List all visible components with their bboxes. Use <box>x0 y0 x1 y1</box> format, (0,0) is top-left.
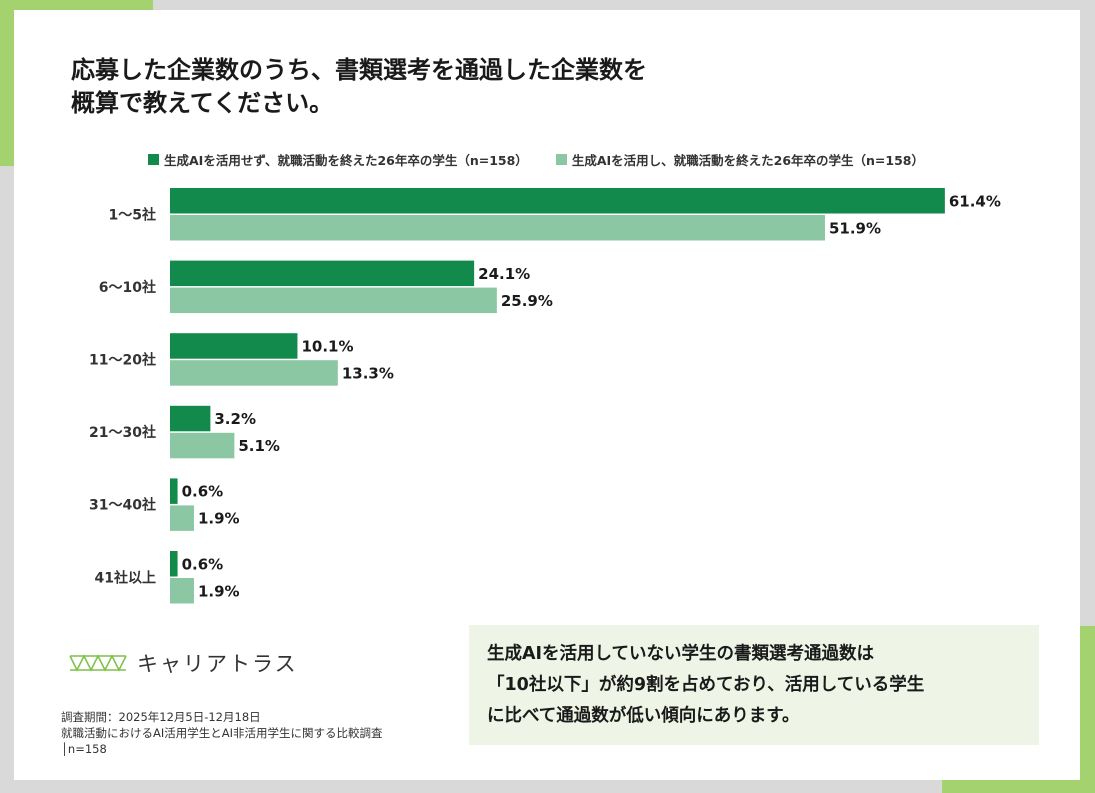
category-label: 21〜30社 <box>89 424 156 441</box>
content-card: 応募した企業数のうち、書類選考を通過した企業数を 概算で教えてください。 生成A… <box>14 10 1080 780</box>
chart-title-line-2: 概算で教えてください。 <box>71 89 334 117</box>
footnote-period: 調査期間：2025年12月5日-12月18日 <box>61 710 261 724</box>
data-label: 5.1% <box>238 437 280 455</box>
bar-no-ai <box>170 260 475 287</box>
summary-box: 生成AIを活用していない学生の書類選考通過数は 「10社以下」が約9割を占めてお… <box>469 625 1039 745</box>
bar-no-ai <box>170 333 298 359</box>
bar-ai <box>170 287 497 314</box>
legend-swatch-no-ai <box>148 154 159 165</box>
data-label: 61.4% <box>949 192 1001 210</box>
legend-item-no-ai: 生成AIを活用せず、就職活動を終えた26年卒の学生（n=158） <box>148 150 528 169</box>
corner-accent-bottom-right-vertical <box>1080 626 1095 793</box>
bar-no-ai <box>170 188 945 214</box>
brand-name: キャリアトラス <box>137 652 298 676</box>
category-label: 1〜5社 <box>109 206 156 223</box>
category-label: 31〜40社 <box>89 497 156 514</box>
bar-ai <box>170 360 338 386</box>
summary-line-1: 生成AIを活用していない学生の書類選考通過数は <box>487 644 875 664</box>
bar-ai <box>170 578 194 604</box>
footnote-survey-name: 就職活動におけるAI活用学生とAI非活用学生に関する比較調査 <box>61 726 383 740</box>
bar-no-ai <box>170 405 211 432</box>
survey-footnote: 調査期間：2025年12月5日-12月18日 就職活動におけるAI活用学生とAI… <box>61 709 383 757</box>
data-label: 0.6% <box>182 555 224 573</box>
corner-accent-top-left-horizontal <box>0 0 153 10</box>
category-label: 6〜10社 <box>99 279 156 296</box>
legend-label-no-ai: 生成AIを活用せず、就職活動を終えた26年卒の学生（n=158） <box>164 153 528 168</box>
footnote-sample-size: │n=158 <box>61 742 107 756</box>
data-label: 25.9% <box>501 292 553 310</box>
data-label: 51.9% <box>829 219 881 237</box>
legend-swatch-ai <box>555 154 567 165</box>
data-label: 3.2% <box>214 410 256 428</box>
data-label: 1.9% <box>198 510 240 528</box>
brand-logo: キャリアトラス <box>69 648 298 678</box>
data-label: 24.1% <box>478 265 530 283</box>
bar-ai <box>170 505 194 531</box>
data-label: 1.9% <box>198 582 240 600</box>
chart-title-line-1: 応募した企業数のうち、書類選考を通過した企業数を <box>71 56 647 84</box>
legend-label-ai: 生成AIを活用し、就職活動を終えた26年卒の学生（n=158） <box>571 153 924 168</box>
category-label: 11〜20社 <box>89 351 156 368</box>
bar-no-ai <box>170 551 178 577</box>
bar-ai <box>170 215 825 241</box>
corner-accent-top-left-vertical <box>0 0 14 166</box>
bar-ai <box>170 432 235 459</box>
corner-accent-bottom-right-horizontal <box>942 780 1095 793</box>
triangle-pattern-logo-icon <box>69 654 127 672</box>
data-label: 0.6% <box>182 483 224 501</box>
bar-no-ai <box>170 478 178 504</box>
category-label: 41社以上 <box>95 569 156 586</box>
bar-chart: 1〜5社 61.4% 51.9% 6〜10社 24.1% 25.9% 11〜20社 10.1%… <box>89 188 1001 604</box>
summary-line-2: 「10社以下」が約9割を占めており、活用している学生 <box>487 675 925 695</box>
chart-title: 応募した企業数のうち、書類選考を通過した企業数を 概算で教えてください。 <box>71 54 771 120</box>
chart-legend: 生成AIを活用せず、就職活動を終えた26年卒の学生（n=158） 生成AIを活用… <box>148 150 952 169</box>
legend-item-ai: 生成AIを活用し、就職活動を終えた26年卒の学生（n=158） <box>555 150 924 169</box>
data-label: 10.1% <box>301 337 353 355</box>
data-label: 13.3% <box>342 364 394 382</box>
summary-line-3: に比べて通過数が低い傾向にあります。 <box>487 706 800 726</box>
